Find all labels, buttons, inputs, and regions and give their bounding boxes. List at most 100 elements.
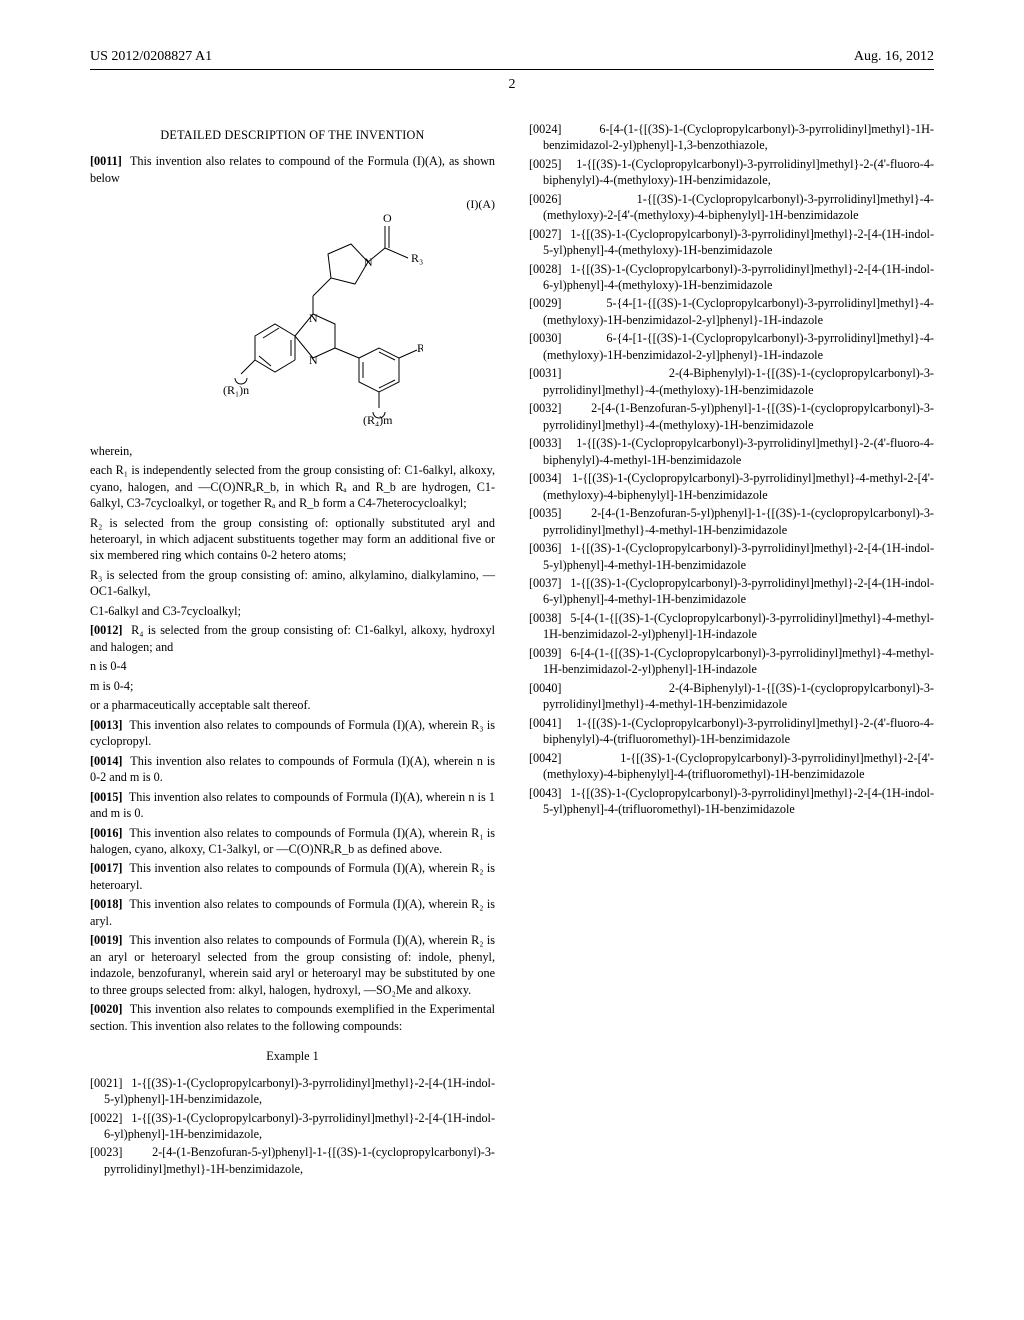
para-text: 1-{[(3S)-1-(Cyclopropylcarbonyl)-3-pyrro… bbox=[543, 576, 934, 606]
para-num: [0022] bbox=[90, 1111, 123, 1125]
para-text: 1-{[(3S)-1-(Cyclopropylcarbonyl)-3-pyrro… bbox=[543, 436, 934, 466]
para-0043: [0043] 1-{[(3S)-1-(Cyclopropylcarbonyl)-… bbox=[529, 785, 934, 818]
para-0038: [0038] 5-[4-(1-{[(3S)-1-(Cyclopropylcarb… bbox=[529, 610, 934, 643]
para-num: [0033] bbox=[529, 436, 562, 450]
para-0012: [0012] R₄ is selected from the group con… bbox=[90, 622, 495, 655]
para-text: This invention also relates to compounds… bbox=[90, 897, 495, 927]
para-0011: [0011] This invention also relates to co… bbox=[90, 153, 495, 186]
para-text: 1-{[(3S)-1-(Cyclopropylcarbonyl)-3-pyrro… bbox=[543, 751, 934, 781]
para-num: [0024] bbox=[529, 122, 562, 136]
para-text: This invention also relates to compounds… bbox=[90, 718, 495, 748]
r2-definition: R₂ is selected from the group consisting… bbox=[90, 515, 495, 564]
para-num: [0028] bbox=[529, 262, 562, 276]
wherein: wherein, bbox=[90, 443, 495, 459]
para-0023: [0023] 2-[4-(1-Benzofuran-5-yl)phenyl]-1… bbox=[90, 1144, 495, 1177]
para-0022: [0022] 1-{[(3S)-1-(Cyclopropylcarbonyl)-… bbox=[90, 1110, 495, 1143]
para-num: [0030] bbox=[529, 331, 562, 345]
para-text: 1-{[(3S)-1-(Cyclopropylcarbonyl)-3-pyrro… bbox=[543, 786, 934, 816]
para-text: 5-[4-(1-{[(3S)-1-(Cyclopropylcarbonyl)-3… bbox=[543, 611, 934, 641]
para-0039: [0039] 6-[4-(1-{[(3S)-1-(Cyclopropylcarb… bbox=[529, 645, 934, 678]
para-text: 2-(4-Biphenylyl)-1-{[(3S)-1-(cyclopropyl… bbox=[543, 681, 934, 711]
r1-definition: each R₁ is independently selected from t… bbox=[90, 462, 495, 511]
para-num: [0012] bbox=[90, 623, 123, 637]
para-0027: [0027] 1-{[(3S)-1-(Cyclopropylcarbonyl)-… bbox=[529, 226, 934, 259]
para-0040: [0040] 2-(4-Biphenylyl)-1-{[(3S)-1-(cycl… bbox=[529, 680, 934, 713]
para-num: [0015] bbox=[90, 790, 123, 804]
para-text: 1-{[(3S)-1-(Cyclopropylcarbonyl)-3-pyrro… bbox=[543, 192, 934, 222]
example-title: Example 1 bbox=[90, 1048, 495, 1064]
publication-date: Aug. 16, 2012 bbox=[854, 48, 934, 67]
para-0015: [0015] This invention also relates to co… bbox=[90, 789, 495, 822]
para-text: This invention also relates to compounds… bbox=[90, 861, 495, 891]
para-num: [0013] bbox=[90, 718, 123, 732]
para-text: 6-[4-(1-{[(3S)-1-(Cyclopropylcarbonyl)-3… bbox=[543, 122, 934, 152]
para-num: [0032] bbox=[529, 401, 562, 415]
para-text: This invention also relates to compounds… bbox=[90, 754, 495, 784]
para-num: [0039] bbox=[529, 646, 562, 660]
para-text: This invention also relates to compounds… bbox=[90, 933, 495, 996]
para-text: 1-{[(3S)-1-(Cyclopropylcarbonyl)-3-pyrro… bbox=[543, 716, 934, 746]
para-0030: [0030] 6-{4-[1-{[(3S)-1-(Cyclopropylcarb… bbox=[529, 330, 934, 363]
para-num: [0031] bbox=[529, 366, 562, 380]
patent-page: US 2012/0208827 A1 Aug. 16, 2012 2 DETAI… bbox=[0, 0, 1024, 1261]
r3-definition-2: C1-6alkyl and C3-7cycloalkyl; bbox=[90, 603, 495, 619]
para-num: [0020] bbox=[90, 1002, 123, 1016]
para-text: 1-{[(3S)-1-(Cyclopropylcarbonyl)-3-pyrro… bbox=[543, 541, 934, 571]
salt-clause: or a pharmaceutically acceptable salt th… bbox=[90, 697, 495, 713]
para-num: [0019] bbox=[90, 933, 123, 947]
para-text: 1-{[(3S)-1-(Cyclopropylcarbonyl)-3-pyrro… bbox=[543, 157, 934, 187]
para-text: R₄ is selected from the group consisting… bbox=[90, 623, 495, 653]
publication-number: US 2012/0208827 A1 bbox=[90, 48, 212, 67]
para-num: [0025] bbox=[529, 157, 562, 171]
para-num: [0017] bbox=[90, 861, 123, 875]
chem-label-N3: N bbox=[309, 353, 318, 367]
para-0021: [0021] 1-{[(3S)-1-(Cyclopropylcarbonyl)-… bbox=[90, 1075, 495, 1108]
para-num: [0037] bbox=[529, 576, 562, 590]
para-num: [0036] bbox=[529, 541, 562, 555]
para-num: [0014] bbox=[90, 754, 123, 768]
para-num: [0041] bbox=[529, 716, 562, 730]
para-text: 1-{[(3S)-1-(Cyclopropylcarbonyl)-3-pyrro… bbox=[543, 227, 934, 257]
para-num: [0034] bbox=[529, 471, 562, 485]
formula-label: (I)(A) bbox=[466, 196, 495, 212]
para-num: [0027] bbox=[529, 227, 562, 241]
para-text: 1-{[(3S)-1-(Cyclopropylcarbonyl)-3-pyrro… bbox=[104, 1076, 495, 1106]
para-0017: [0017] This invention also relates to co… bbox=[90, 860, 495, 893]
para-0042: [0042] 1-{[(3S)-1-(Cyclopropylcarbonyl)-… bbox=[529, 750, 934, 783]
para-text: 1-{[(3S)-1-(Cyclopropylcarbonyl)-3-pyrro… bbox=[543, 262, 934, 292]
para-text: This invention also relates to compounds… bbox=[90, 1002, 495, 1032]
para-num: [0021] bbox=[90, 1076, 123, 1090]
para-text: 2-[4-(1-Benzofuran-5-yl)phenyl]-1-{[(3S)… bbox=[104, 1145, 495, 1175]
para-num: [0038] bbox=[529, 611, 562, 625]
para-num: [0023] bbox=[90, 1145, 123, 1159]
para-num: [0040] bbox=[529, 681, 562, 695]
para-0035: [0035] 2-[4-(1-Benzofuran-5-yl)phenyl]-1… bbox=[529, 505, 934, 538]
chem-label-R3: R₃ bbox=[411, 251, 423, 265]
para-0031: [0031] 2-(4-Biphenylyl)-1-{[(3S)-1-(cycl… bbox=[529, 365, 934, 398]
para-text: 5-{4-[1-{[(3S)-1-(Cyclopropylcarbonyl)-3… bbox=[543, 296, 934, 326]
para-0032: [0032] 2-[4-(1-Benzofuran-5-yl)phenyl]-1… bbox=[529, 400, 934, 433]
para-0013: [0013] This invention also relates to co… bbox=[90, 717, 495, 750]
chem-label-R1n: (R₁)n bbox=[223, 383, 249, 397]
para-text: 1-{[(3S)-1-(Cyclopropylcarbonyl)-3-pyrro… bbox=[104, 1111, 495, 1141]
para-0024: [0024] 6-[4-(1-{[(3S)-1-(Cyclopropylcarb… bbox=[529, 121, 934, 154]
chem-label-N2: N bbox=[309, 311, 318, 325]
para-0036: [0036] 1-{[(3S)-1-(Cyclopropylcarbonyl)-… bbox=[529, 540, 934, 573]
para-text: This invention also relates to compounds… bbox=[90, 826, 495, 856]
para-0034: [0034] 1-{[(3S)-1-(Cyclopropylcarbonyl)-… bbox=[529, 470, 934, 503]
para-num: [0042] bbox=[529, 751, 562, 765]
para-0025: [0025] 1-{[(3S)-1-(Cyclopropylcarbonyl)-… bbox=[529, 156, 934, 189]
para-text: 6-[4-(1-{[(3S)-1-(Cyclopropylcarbonyl)-3… bbox=[543, 646, 934, 676]
chemical-structure-svg: O R₃ N N N R₂, (R₁)n (R₄)m bbox=[163, 196, 423, 426]
para-num: [0043] bbox=[529, 786, 562, 800]
para-0041: [0041] 1-{[(3S)-1-(Cyclopropylcarbonyl)-… bbox=[529, 715, 934, 748]
para-num: [0018] bbox=[90, 897, 123, 911]
chem-label-N1: N bbox=[364, 255, 373, 269]
para-num: [0011] bbox=[90, 154, 122, 168]
m-def: m is 0-4; bbox=[90, 678, 495, 694]
para-0020: [0020] This invention also relates to co… bbox=[90, 1001, 495, 1034]
para-text: This invention also relates to compound … bbox=[90, 154, 495, 184]
chem-label-R2: R₂, bbox=[417, 341, 423, 355]
para-num: [0035] bbox=[529, 506, 562, 520]
two-column-body: DETAILED DESCRIPTION OF THE INVENTION [0… bbox=[90, 121, 934, 1211]
